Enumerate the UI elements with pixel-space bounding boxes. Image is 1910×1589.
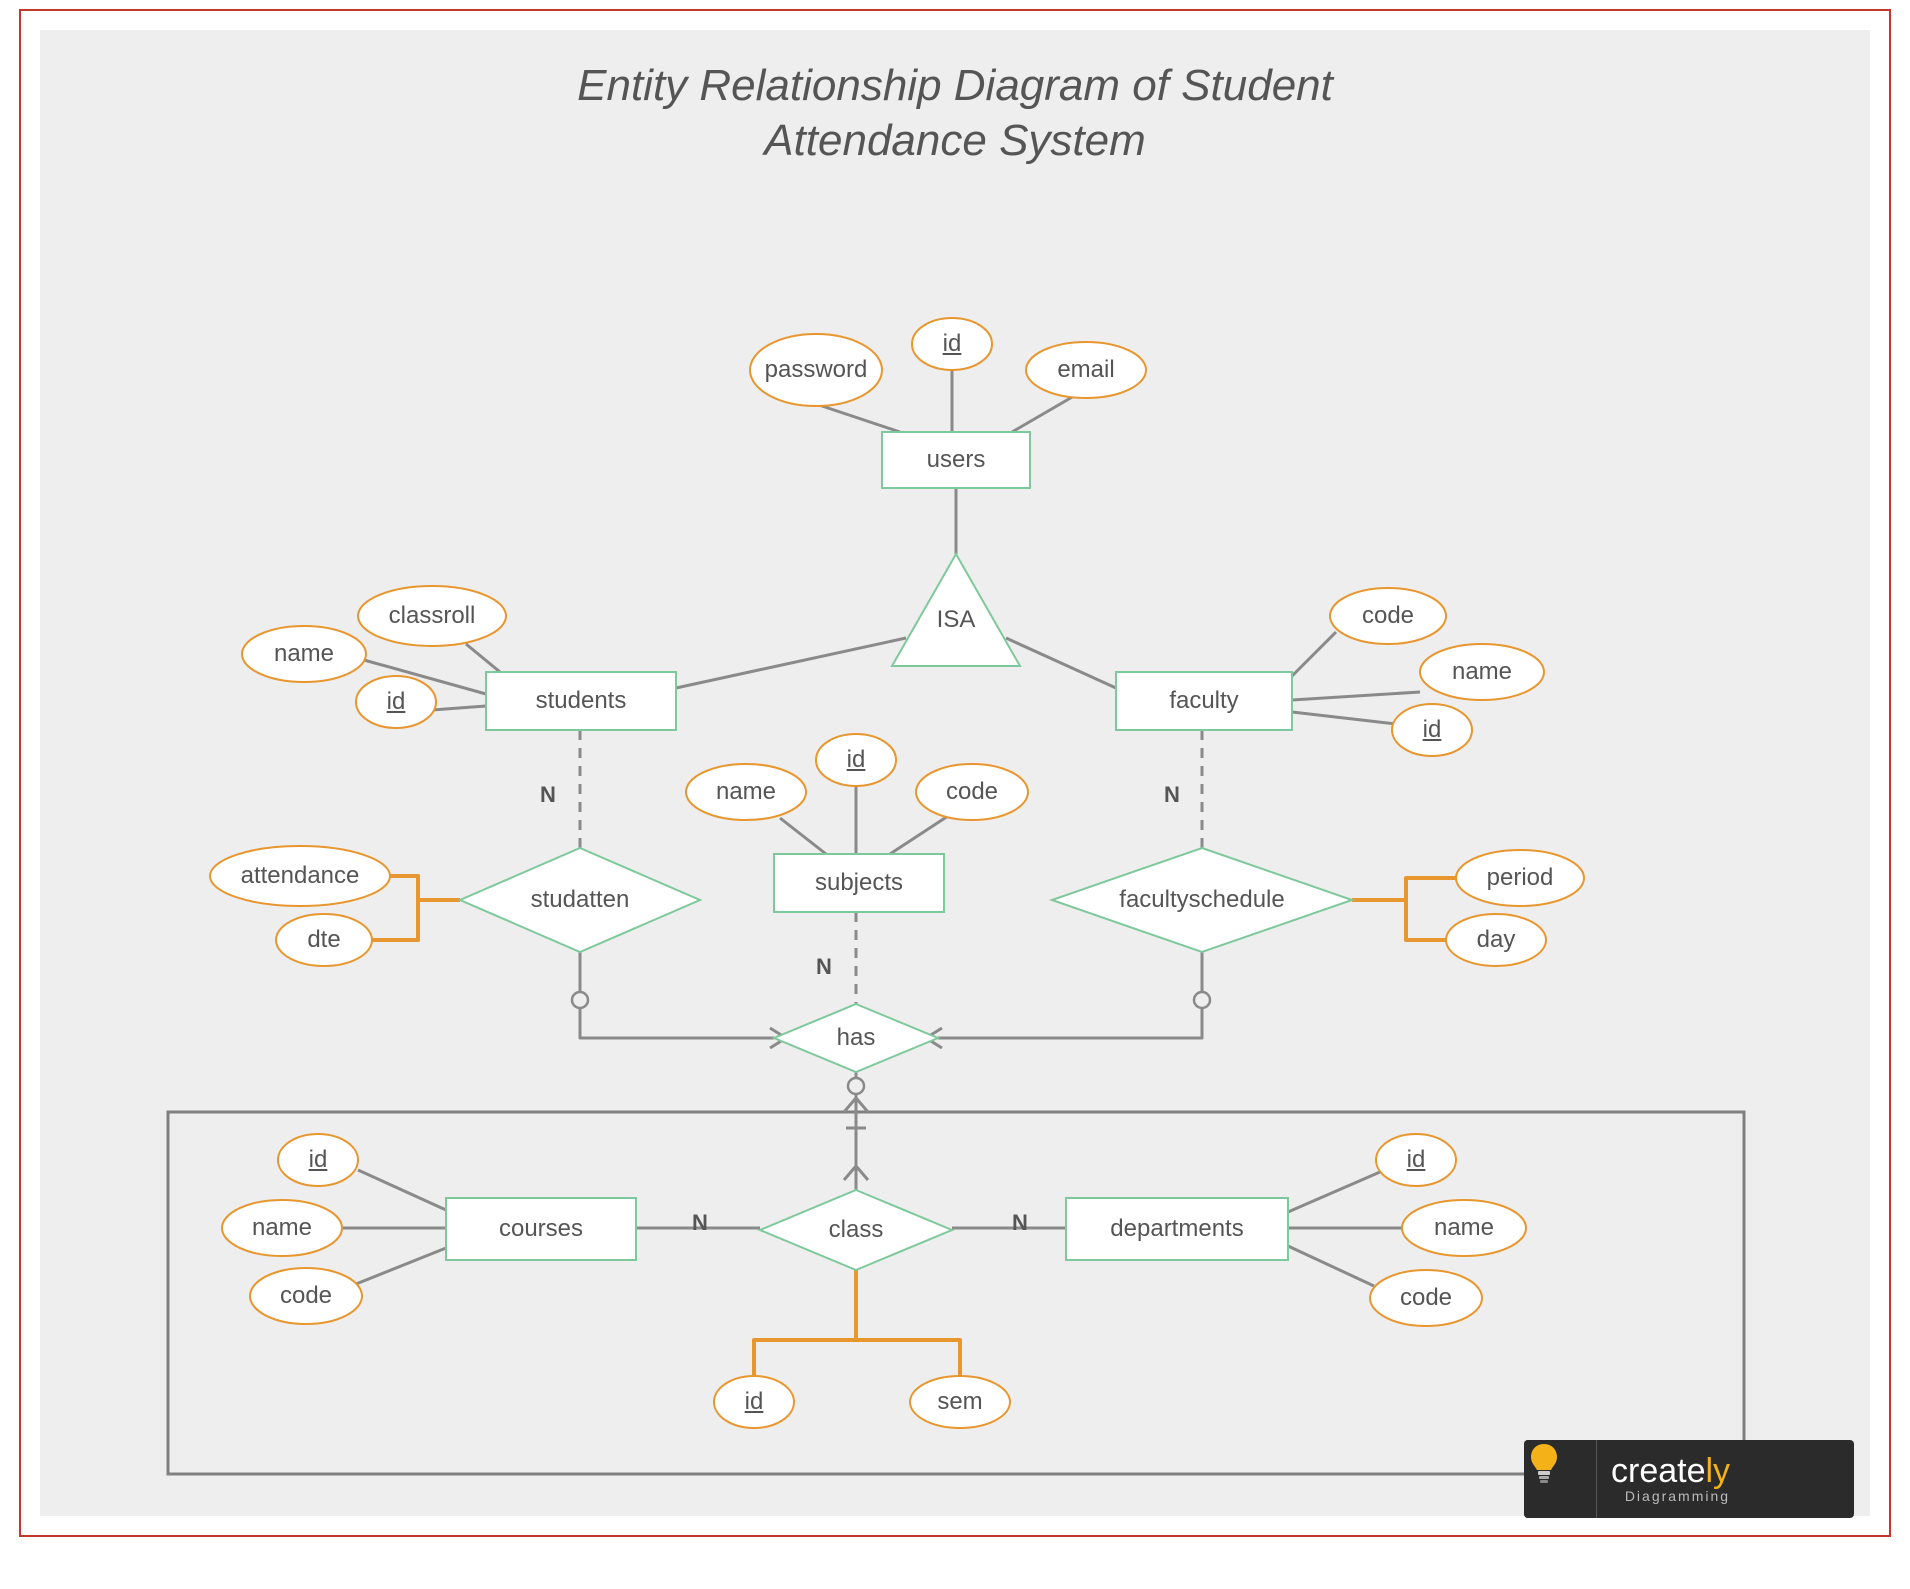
title-line1: Entity Relationship Diagram of Student: [577, 61, 1333, 110]
title-line2: Attendance System: [764, 116, 1146, 165]
cardinality-0: N: [540, 782, 556, 808]
cardinality-4: N: [1012, 1210, 1028, 1236]
logo-text: creately Diagramming: [1597, 1440, 1748, 1518]
cardinality-3: N: [692, 1210, 708, 1236]
cardinality-2: N: [816, 954, 832, 980]
creately-logo: creately Diagramming: [1524, 1440, 1854, 1518]
logo-tagline: Diagramming: [1611, 1488, 1730, 1504]
er-diagram-canvas: Entity Relationship Diagram of Student A…: [0, 0, 1910, 1589]
cardinality-1: N: [1164, 782, 1180, 808]
logo-brand1: create: [1611, 1452, 1706, 1490]
diagram-title: Entity Relationship Diagram of Student A…: [300, 58, 1610, 168]
logo-brand2: ly: [1706, 1452, 1731, 1490]
svg-layer: [0, 0, 1910, 1589]
lightbulb-icon: [1524, 1440, 1597, 1518]
